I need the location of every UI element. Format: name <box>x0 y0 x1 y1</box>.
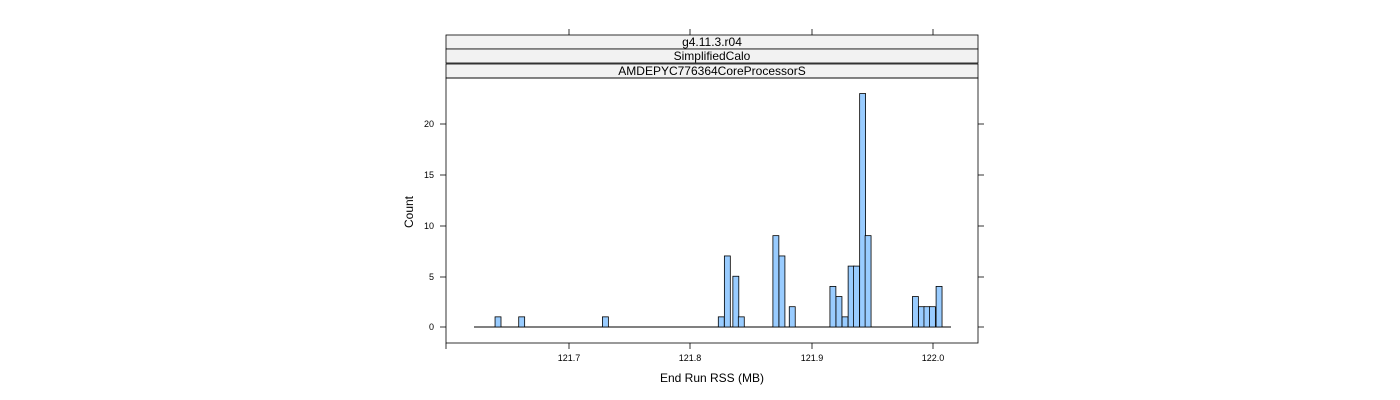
histogram-bar <box>737 316 745 328</box>
histogram-bar <box>732 275 740 328</box>
strip-1-label: g4.11.3.r04 <box>682 35 742 49</box>
histogram-bar <box>829 285 837 328</box>
strip-2-bg <box>445 48 979 64</box>
x-tick-label-1: 121.7 <box>558 353 581 363</box>
histogram-bar <box>841 316 849 328</box>
strip-3-label: AMDEPYC776364CoreProcessorS <box>618 64 805 78</box>
y-tick-label-4: 15 <box>424 170 434 180</box>
histogram-bar <box>602 316 609 328</box>
histogram-bar <box>853 265 860 328</box>
strip-group: g4.11.3.r04 SimplifiedCalo AMDEPYC776364… <box>445 34 979 79</box>
x-axis-title: End Run RSS (MB) <box>660 371 764 385</box>
y-tick-label-1: 0 <box>429 322 434 332</box>
y-axis-title: Count <box>402 195 416 228</box>
y-tick-label-5: 20 <box>424 119 434 129</box>
histogram-bar <box>912 296 919 328</box>
histogram-bar <box>778 255 786 328</box>
histogram-bar <box>788 306 796 328</box>
histogram-bar <box>935 285 943 328</box>
histogram-bar <box>847 265 855 328</box>
histogram-bar <box>929 306 936 328</box>
y-tick-label-3: 10 <box>424 221 434 231</box>
histogram-bar <box>723 255 731 328</box>
histogram-bar <box>772 235 780 328</box>
y-tick-label-2: 5 <box>429 272 434 282</box>
tick-marks <box>440 29 984 349</box>
histogram-bar <box>835 296 843 328</box>
x-tick-label-4: 122.0 <box>922 353 945 363</box>
histogram-bar <box>859 93 867 328</box>
x-tick-label-2: 121.8 <box>679 353 702 363</box>
histogram-bar <box>518 316 526 328</box>
x-tick-label-3: 121.9 <box>801 353 824 363</box>
histogram-bar <box>494 316 502 328</box>
histogram-bar <box>923 306 931 328</box>
panel-frame <box>445 77 979 344</box>
histogram-bar <box>717 316 725 328</box>
histogram-bar <box>864 235 872 328</box>
strip-2-label: SimplifiedCalo <box>674 49 751 63</box>
histogram-bars <box>474 93 951 328</box>
histogram-bar <box>918 306 925 328</box>
